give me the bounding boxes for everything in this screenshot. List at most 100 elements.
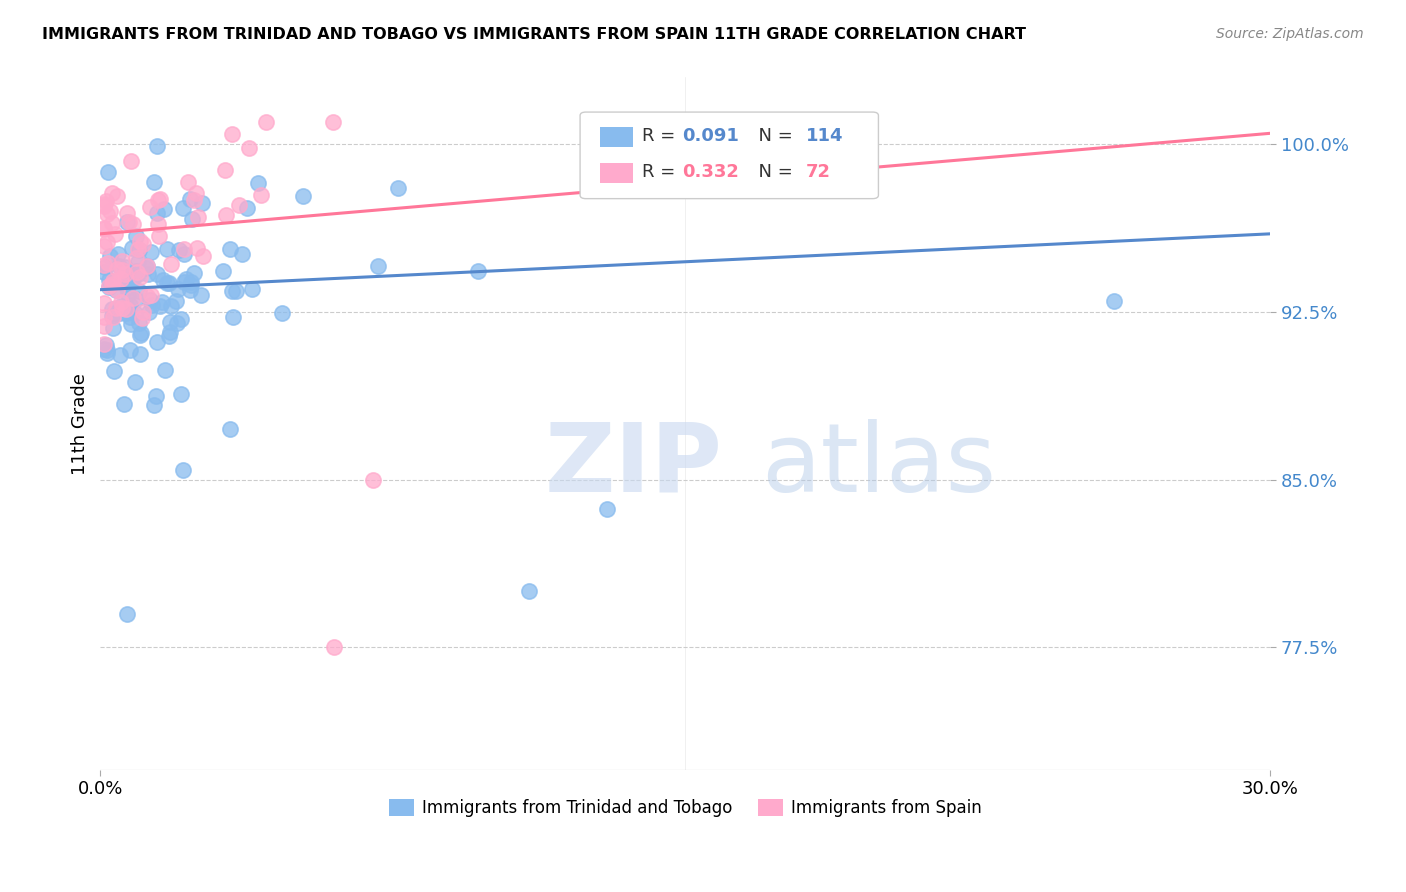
Point xyxy=(121,217,143,231)
Point xyxy=(132,237,155,252)
Point xyxy=(173,246,195,260)
Point xyxy=(135,260,157,274)
Text: N =: N = xyxy=(748,162,799,181)
Point xyxy=(167,244,190,258)
Point xyxy=(110,299,132,313)
Point xyxy=(129,326,152,341)
Point xyxy=(121,241,143,255)
Point xyxy=(93,199,115,213)
Point xyxy=(115,215,138,229)
Point xyxy=(323,640,346,654)
Point xyxy=(129,269,152,284)
Point xyxy=(118,343,141,357)
Point xyxy=(129,327,152,342)
Point xyxy=(173,242,195,256)
Point xyxy=(172,201,194,215)
Point xyxy=(228,198,250,212)
Point xyxy=(117,301,139,316)
Point xyxy=(179,284,201,298)
Point xyxy=(114,267,136,281)
Point xyxy=(238,141,260,155)
Point xyxy=(124,376,146,390)
Point xyxy=(110,295,132,310)
Point xyxy=(104,283,127,297)
Point xyxy=(125,229,148,244)
Point xyxy=(132,305,155,319)
Point xyxy=(114,260,136,274)
Point xyxy=(93,221,115,235)
Point xyxy=(179,192,201,206)
Point xyxy=(118,310,141,324)
Point xyxy=(127,267,149,281)
Point xyxy=(101,321,124,335)
Point xyxy=(93,239,115,253)
Point xyxy=(100,277,122,292)
Point xyxy=(160,299,183,313)
Point xyxy=(246,177,269,191)
Point xyxy=(212,264,235,278)
Point xyxy=(105,189,128,203)
Point xyxy=(191,249,214,263)
Text: N =: N = xyxy=(748,127,799,145)
Point xyxy=(136,259,159,273)
Point xyxy=(105,284,128,298)
Point xyxy=(291,189,314,203)
Point xyxy=(139,293,162,307)
Point xyxy=(128,234,150,248)
Point xyxy=(363,473,385,487)
Point xyxy=(97,279,120,293)
Point xyxy=(101,310,124,325)
Point xyxy=(173,275,195,289)
Point xyxy=(180,275,202,289)
Point xyxy=(115,205,138,219)
Text: Source: ZipAtlas.com: Source: ZipAtlas.com xyxy=(1216,27,1364,41)
Point xyxy=(98,203,121,218)
Point xyxy=(159,257,181,271)
Point xyxy=(177,175,200,189)
Point xyxy=(120,154,142,169)
Point xyxy=(104,227,127,241)
Point xyxy=(117,286,139,301)
Point xyxy=(221,284,243,298)
Point xyxy=(127,243,149,257)
Point xyxy=(146,267,169,281)
Point xyxy=(96,207,118,221)
Point xyxy=(148,193,170,207)
Point xyxy=(97,256,120,270)
Point xyxy=(231,247,253,261)
Point xyxy=(128,243,150,257)
Point xyxy=(124,270,146,285)
Point xyxy=(169,312,191,326)
Point xyxy=(149,299,172,313)
Point xyxy=(159,325,181,339)
Legend: Immigrants from Trinidad and Tobago, Immigrants from Spain: Immigrants from Trinidad and Tobago, Imm… xyxy=(382,792,988,824)
Point xyxy=(222,310,245,324)
Point xyxy=(214,162,236,177)
Point xyxy=(596,501,619,516)
Point xyxy=(94,194,117,208)
Point xyxy=(98,273,121,287)
Text: R =: R = xyxy=(643,162,681,181)
Point xyxy=(148,217,170,231)
Point xyxy=(108,348,131,362)
Point xyxy=(167,282,190,296)
Point xyxy=(157,276,180,290)
Text: 0.091: 0.091 xyxy=(682,127,738,145)
Point xyxy=(467,264,489,278)
Point xyxy=(136,267,159,281)
Point xyxy=(166,316,188,330)
FancyBboxPatch shape xyxy=(581,112,879,199)
Point xyxy=(125,292,148,306)
Point xyxy=(221,128,243,142)
Point xyxy=(115,306,138,320)
Point xyxy=(120,317,142,331)
Point xyxy=(96,235,118,249)
Point xyxy=(128,316,150,330)
Point xyxy=(103,364,125,378)
Point xyxy=(114,277,136,291)
Point xyxy=(145,389,167,403)
Point xyxy=(170,386,193,401)
Point xyxy=(172,463,194,477)
Text: ZIP: ZIP xyxy=(546,418,723,512)
Point xyxy=(128,284,150,298)
